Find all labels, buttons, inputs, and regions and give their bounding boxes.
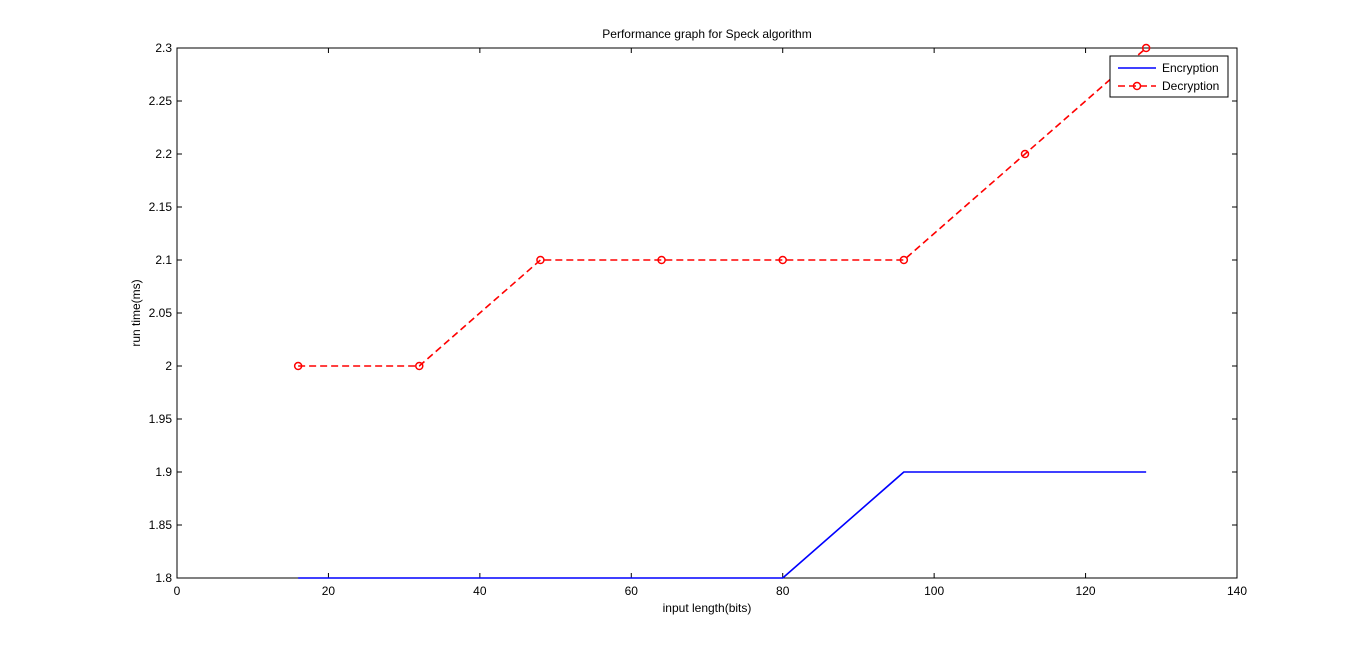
data-point-decryption xyxy=(778,255,787,265)
y-tick-label: 1.85 xyxy=(149,518,173,532)
x-axis-label: input length(bits) xyxy=(663,601,752,615)
legend-box xyxy=(1109,55,1229,98)
data-point-decryption xyxy=(657,255,666,265)
y-tick-label: 1.95 xyxy=(149,412,173,426)
data-point-decryption xyxy=(415,361,424,371)
y-axis-label: run time(ms) xyxy=(129,279,143,346)
series-layer xyxy=(293,43,1151,579)
y-tick-label: 2.3 xyxy=(155,41,172,55)
y-tick-label: 2.15 xyxy=(149,200,173,214)
x-tick-label: 40 xyxy=(473,584,487,598)
series-line-decryption xyxy=(298,47,1147,367)
legend-marker-decryption xyxy=(1132,81,1142,91)
legend: Encryption Decryption xyxy=(1109,55,1229,98)
chart-title: Performance graph for Speck algorithm xyxy=(602,27,811,41)
data-point-decryption xyxy=(1141,43,1151,53)
y-tick-label: 2.25 xyxy=(149,94,173,108)
legend-label-encryption: Encryption xyxy=(1162,61,1219,75)
plot-area-box xyxy=(176,47,1238,579)
axes-layer: 0 20 40 60 80 100 120 140 1.8 1.85 1.9 1.95 2 2.05 2.1… xyxy=(149,41,1248,598)
y-tick-label: 1.9 xyxy=(155,465,172,479)
y-tick-label: 2.2 xyxy=(155,147,172,161)
data-point-decryption xyxy=(1020,149,1030,159)
x-tick-label: 100 xyxy=(924,584,944,598)
series-line-encryption xyxy=(298,471,1147,579)
x-tick-label: 140 xyxy=(1227,584,1247,598)
legend-label-decryption: Decryption xyxy=(1162,79,1219,93)
x-tick-label: 120 xyxy=(1076,584,1096,598)
x-tick-label: 60 xyxy=(625,584,639,598)
x-tick-label: 20 xyxy=(322,584,336,598)
y-tick-label: 2.05 xyxy=(149,306,173,320)
y-tick-label: 1.8 xyxy=(155,571,172,585)
data-point-decryption xyxy=(536,255,545,265)
y-tick-label: 2.1 xyxy=(155,253,172,267)
y-tick-label: 2 xyxy=(165,359,172,373)
data-point-decryption xyxy=(293,361,303,371)
x-tick-label: 80 xyxy=(776,584,790,598)
data-point-decryption xyxy=(899,255,909,265)
x-tick-label: 0 xyxy=(174,584,181,598)
